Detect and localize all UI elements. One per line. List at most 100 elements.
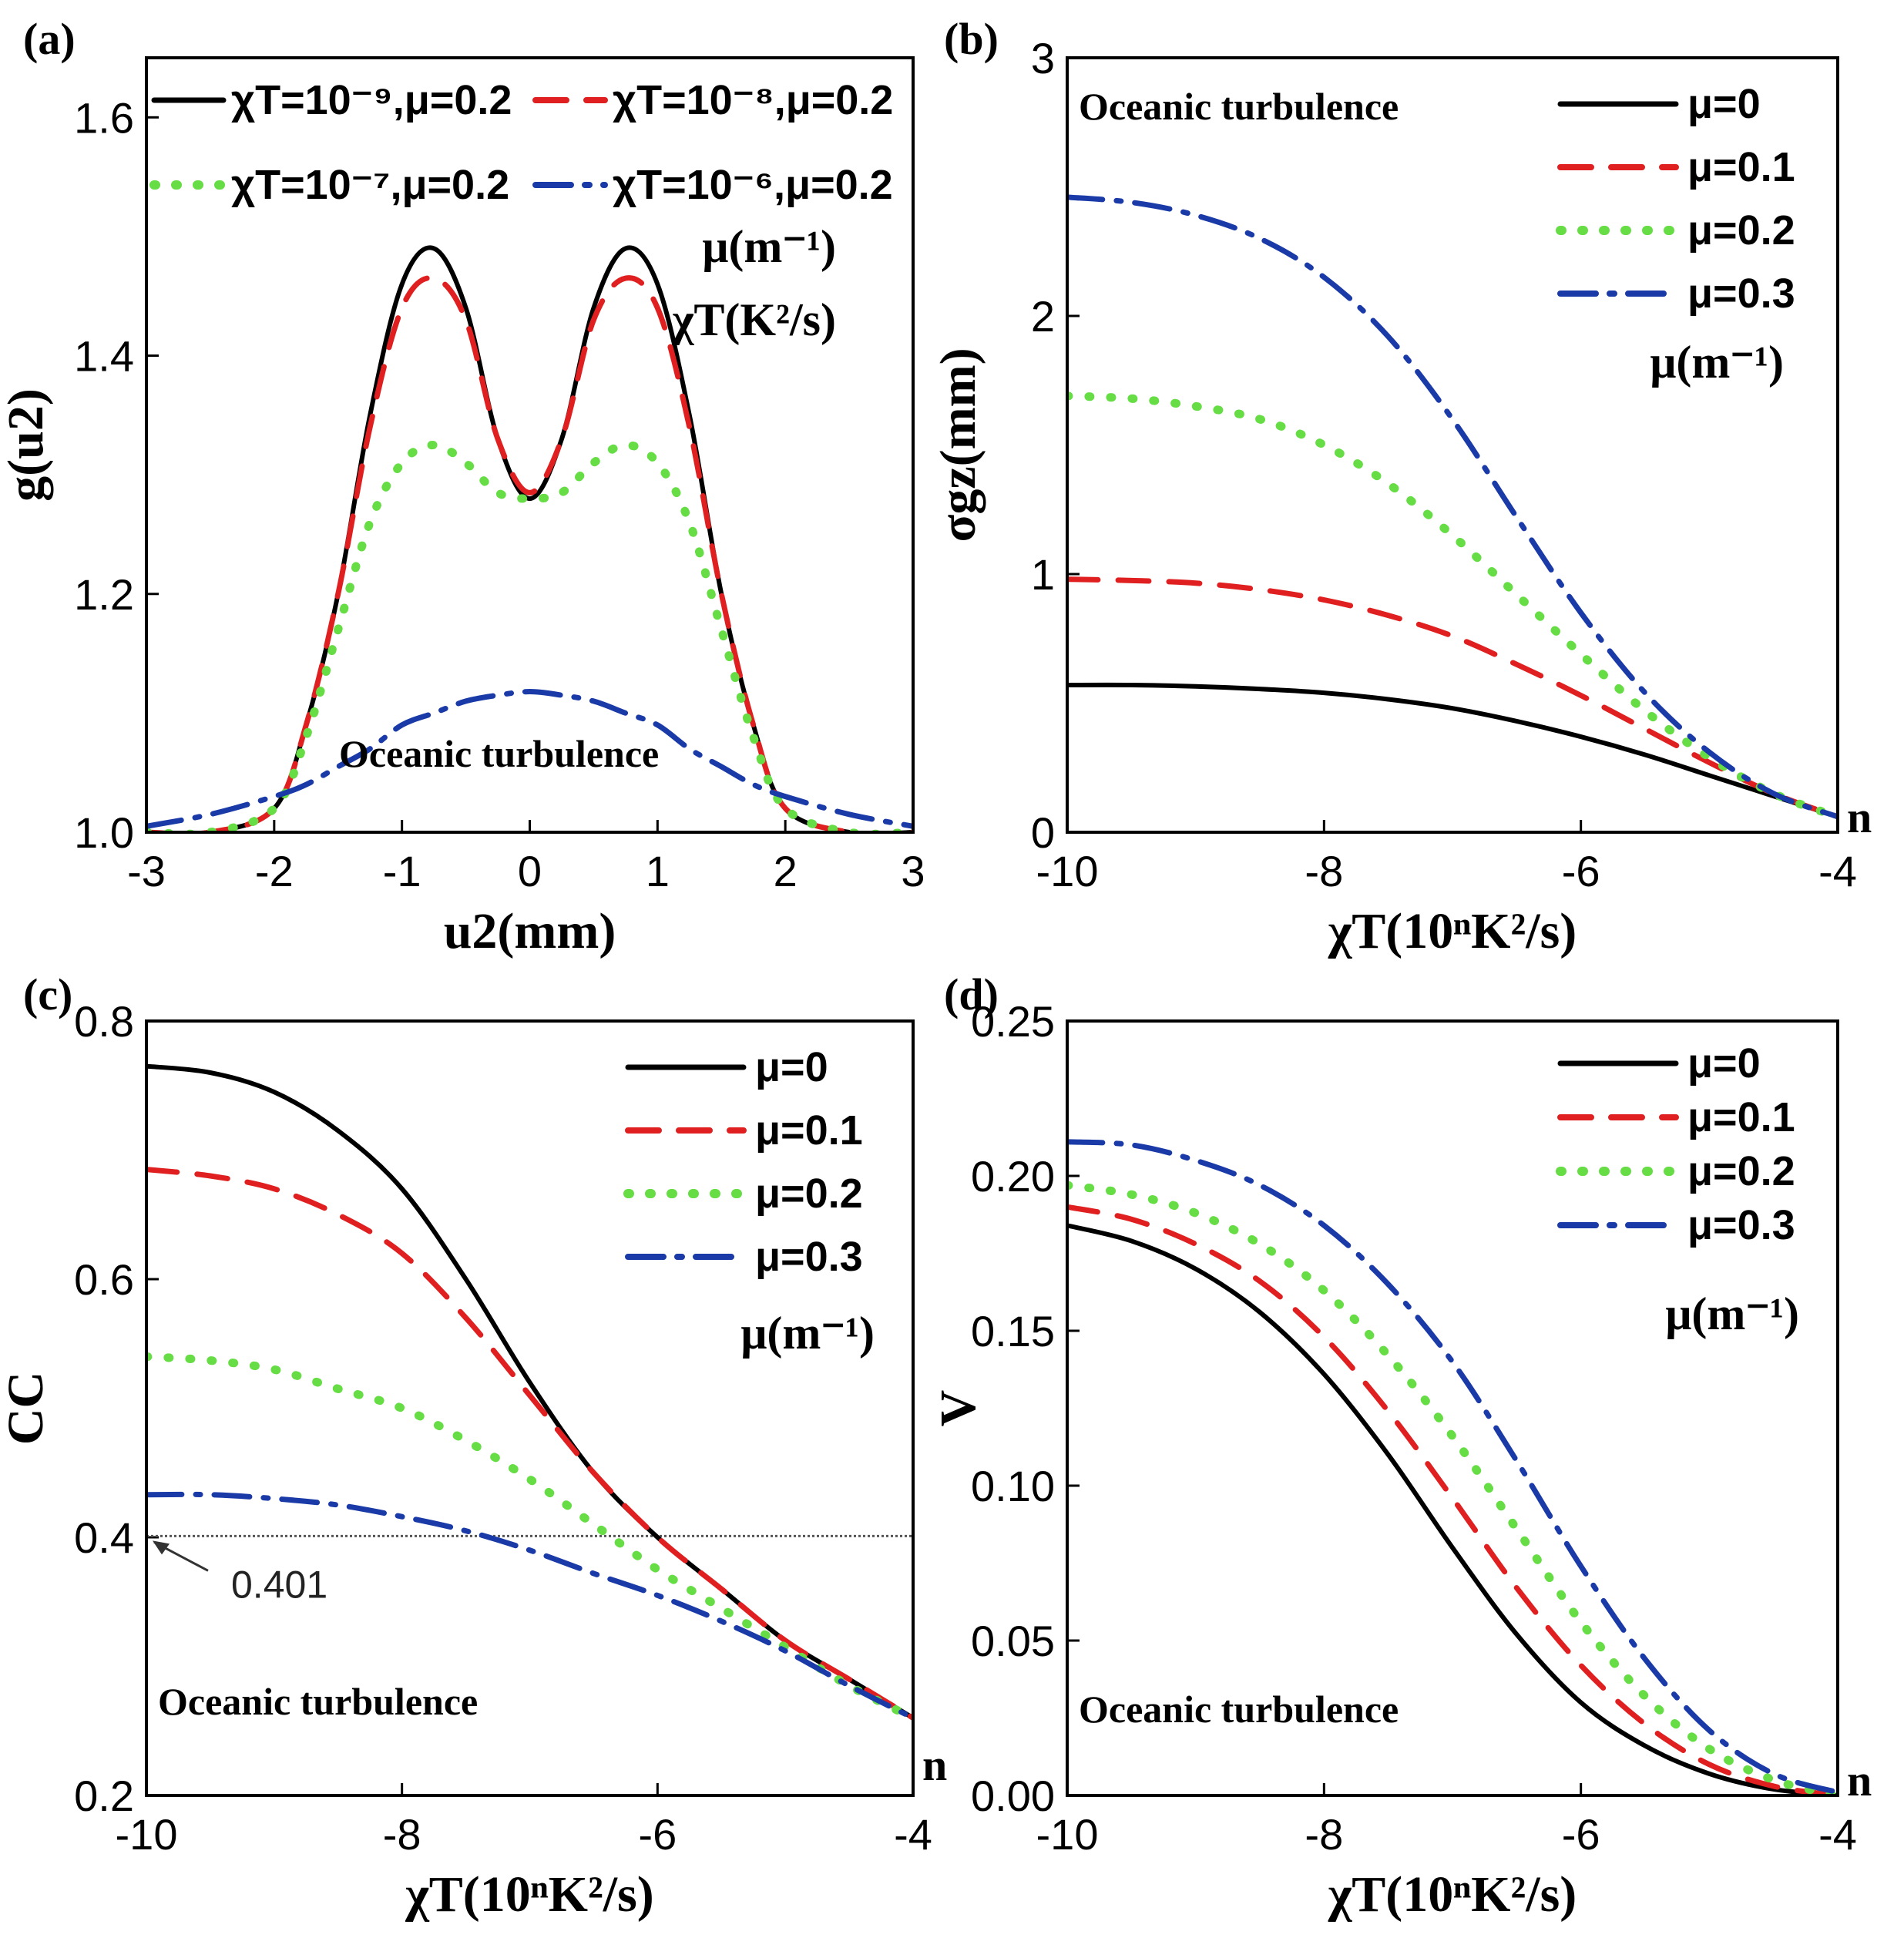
x-tick-label: 3 [901,847,925,895]
y-tick-label: 0.05 [971,1617,1055,1665]
series-line-solid [1067,682,1838,819]
panel-label: (a) [23,14,76,64]
y-axis-label: CC [0,1372,54,1445]
plot-frame [1066,1019,1839,1797]
y-tick-label: 0.10 [971,1462,1055,1510]
y-tick-label: 1.6 [74,93,134,142]
legend-label: μ=0.2 [755,1171,863,1217]
panel-d: (d) -10 -8 -6 -4 0.00 0.05 0.10 0.15 0.20 0.25 χT(1… [930,969,1872,1923]
legend-label: μ=0.1 [755,1107,863,1154]
y-tick-label: 0.00 [971,1772,1055,1820]
y-tick-label: 0.15 [971,1307,1055,1355]
x-tick-label: -4 [894,1810,932,1859]
x-axis-label: χT(10ⁿK²/s) [405,1866,654,1923]
y-tick-label: 0 [1031,808,1055,857]
x-axis-label: u2(mm) [444,903,616,959]
y-tick-label: 0.6 [74,1255,134,1304]
n-label: n [1847,1755,1872,1805]
plot-frame [145,1019,915,1797]
series-line-solid [1067,1223,1838,1795]
reference-label: 0.401 [231,1563,327,1606]
legend-label: μ=0.2 [1687,207,1795,254]
y-tick-label: 1 [1031,550,1055,599]
y-tick-label: 0.4 [74,1513,134,1562]
legend-label: μ=0 [755,1044,828,1090]
annotation-oceanic-turbulence: Oceanic turbulence [339,732,659,775]
series-line-dotted [146,1352,913,1722]
legend-label: χT=10⁻⁶,μ=0.2 [613,162,893,208]
x-tick-label: -1 [383,847,421,895]
series-line-dotted [1067,391,1838,821]
y-axis-label: σgz(mm) [930,348,986,542]
x-tick-label: 2 [774,847,798,895]
x-tick-label: -8 [1305,847,1343,895]
units-note: μ(m⁻¹) [1665,1288,1799,1339]
panel-label: (c) [23,969,72,1019]
x-tick-label: -8 [383,1810,421,1859]
series-line-dashdot [146,689,913,829]
series-line-dashed [146,1167,913,1721]
y-tick-label: 1.4 [74,332,134,381]
x-tick-label: -8 [1305,1810,1343,1859]
x-axis-label: χT(10ⁿK²/s) [1328,1866,1577,1923]
n-label: n [1847,792,1872,842]
annotation-oceanic-turbulence: Oceanic turbulence [1079,1688,1399,1731]
legend-label: μ=0.3 [1687,1202,1795,1248]
units-note: μ(m⁻¹) [702,221,836,272]
legend-label: μ=0 [1687,81,1761,127]
y-tick-label: 3 [1031,34,1055,82]
y-tick-label: 1.0 [74,808,134,857]
series-line-dashdot [1067,194,1838,820]
y-axis-label: V [930,1390,986,1427]
reference-arrowhead [153,1540,170,1555]
units-note: χT(K²/s) [672,294,836,345]
y-tick-label: 0.2 [74,1772,134,1820]
annotation-oceanic-turbulence: Oceanic turbulence [158,1680,478,1723]
legend-label: μ=0.3 [755,1234,863,1280]
x-tick-label: -2 [255,847,294,895]
legend-label: χT=10⁻⁷,μ=0.2 [231,162,509,208]
legend-label: μ=0 [1687,1040,1761,1087]
y-axis-label: g(u2) [0,388,54,502]
x-tick-label: -6 [1562,847,1600,895]
x-tick-label: -6 [638,1810,677,1859]
panel-c: (c) -10 -8 -6 -4 0.2 0.4 0.6 0.8 χT(10ⁿK²/s) CC 0.4… [0,969,947,1923]
legend-label: μ=0.1 [1687,1094,1795,1140]
series-line-dashed [1067,576,1838,820]
legend-label: χT=10⁻⁸,μ=0.2 [613,77,893,123]
series-line-dashed [146,275,913,832]
y-tick-label: 1.2 [74,570,134,619]
legend-label: μ=0.1 [1687,144,1795,190]
legend-label: χT=10⁻⁹,μ=0.2 [231,77,512,123]
n-label: n [922,1740,947,1790]
panel-b: (b) -10 -8 -6 -4 0 1 2 3 χT(10ⁿK²/s) σgz(mm) μ=0 μ=0… [930,14,1872,959]
units-note: μ(m⁻¹) [1650,337,1784,388]
y-tick-label: 0.8 [74,997,134,1046]
x-tick-label: -10 [116,1810,178,1859]
series-line-dashdot [1067,1139,1838,1795]
y-tick-label: 0.20 [971,1152,1055,1201]
x-tick-label: -6 [1562,1810,1600,1859]
x-tick-label: 0 [518,847,542,895]
series-line-dashdot [146,1491,913,1721]
panel-label: (b) [944,14,999,64]
x-tick-label: -10 [1036,847,1099,895]
x-axis-label: χT(10ⁿK²/s) [1328,903,1577,959]
legend-label: μ=0.3 [1687,270,1795,317]
panel-label: (d) [944,969,999,1019]
x-tick-label: -3 [127,847,166,895]
series-line-dotted [146,440,913,832]
panel-a: (a) -3 -2 -1 0 1 2 3 1.0 1.2 1.4 1.6 u2(mm) g(u2) χT=1… [0,14,925,959]
x-tick-label: 1 [646,847,670,895]
x-tick-label: -4 [1818,847,1857,895]
plot-frame [1066,56,1839,834]
x-tick-label: -4 [1818,1810,1857,1859]
x-tick-label: -10 [1036,1810,1099,1859]
y-tick-label: 2 [1031,292,1055,341]
plot-frame [145,56,915,834]
series-line-dashed [1067,1204,1838,1795]
y-tick-label: 0.25 [971,997,1055,1046]
legend-label: μ=0.2 [1687,1148,1795,1194]
units-note: μ(m⁻¹) [740,1308,875,1359]
